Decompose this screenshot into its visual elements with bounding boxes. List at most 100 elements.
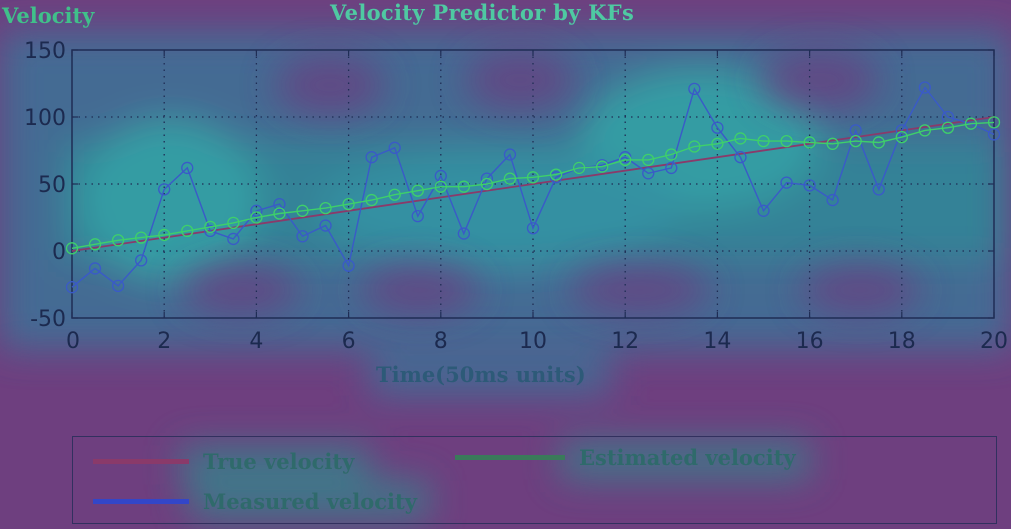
data-point-measured-velocity: [88, 262, 102, 275]
y-axis-label: Velocity: [2, 3, 95, 28]
series: [65, 81, 1001, 294]
data-point-estimated-velocity: [526, 171, 540, 184]
data-point-estimated-velocity: [964, 117, 978, 130]
data-point-estimated-velocity: [803, 136, 816, 149]
data-point-estimated-velocity: [780, 134, 793, 148]
data-point-measured-velocity: [319, 219, 332, 232]
data-point-measured-velocity: [688, 82, 701, 96]
series-line-true-velocity: [71, 116, 995, 252]
data-point-estimated-velocity: [111, 234, 125, 247]
data-point-estimated-velocity: [849, 134, 862, 148]
x-tick-label: 6: [342, 329, 356, 354]
data-point-estimated-velocity: [619, 153, 632, 167]
legend-swatch-measured: [93, 499, 189, 504]
legend: True velocity Estimated velocity Measure…: [72, 436, 997, 524]
x-tick-label: 4: [249, 329, 263, 354]
data-point-estimated-velocity: [457, 180, 471, 193]
x-tick-label: 8: [434, 329, 448, 354]
data-point-estimated-velocity: [365, 193, 378, 207]
x-tick-label: 0: [66, 329, 80, 354]
data-point-estimated-velocity: [549, 168, 563, 181]
legend-item-estimated: Estimated velocity: [455, 445, 796, 470]
data-point-estimated-velocity: [688, 140, 701, 153]
legend-label-estimated: Estimated velocity: [579, 445, 796, 470]
data-point-estimated-velocity: [158, 228, 171, 242]
data-point-estimated-velocity: [88, 238, 102, 251]
y-tick-label: -50: [30, 307, 66, 332]
series-line-estimated-velocity: [71, 121, 995, 249]
data-point-estimated-velocity: [65, 242, 79, 255]
data-point-measured-velocity: [227, 232, 240, 246]
data-point-estimated-velocity: [273, 207, 286, 220]
data-point-estimated-velocity: [734, 132, 747, 145]
data-point-estimated-velocity: [134, 231, 148, 244]
data-point-estimated-velocity: [872, 136, 885, 149]
y-tick-label: 0: [52, 240, 66, 265]
data-point-estimated-velocity: [572, 161, 586, 175]
x-tick-label: 10: [519, 329, 547, 354]
data-point-measured-velocity: [734, 151, 747, 164]
data-point-estimated-velocity: [250, 211, 263, 224]
legend-label-true: True velocity: [203, 449, 355, 474]
x-tick-label: 16: [796, 329, 824, 354]
grid: [72, 50, 994, 318]
data-point-estimated-velocity: [665, 148, 678, 161]
data-point-estimated-velocity: [319, 201, 332, 215]
data-point-measured-velocity: [803, 179, 816, 192]
legend-item-measured: Measured velocity: [93, 489, 417, 514]
x-tick-label: 14: [703, 329, 731, 354]
data-point-measured-velocity: [365, 151, 378, 164]
data-point-estimated-velocity: [227, 216, 240, 230]
data-point-measured-velocity: [342, 259, 355, 272]
legend-item-true: True velocity: [93, 449, 354, 474]
legend-swatch-true: [93, 459, 189, 464]
data-point-measured-velocity: [987, 128, 1001, 141]
data-point-measured-velocity: [642, 167, 655, 180]
data-point-estimated-velocity: [388, 188, 401, 201]
data-point-measured-velocity: [181, 161, 194, 175]
data-point-measured-velocity: [111, 279, 125, 292]
y-tick-label: 150: [24, 39, 66, 64]
data-point-estimated-velocity: [204, 220, 217, 234]
data-point-measured-velocity: [388, 141, 401, 154]
data-point-measured-velocity: [158, 183, 171, 196]
data-point-estimated-velocity: [711, 137, 724, 150]
data-point-measured-velocity: [250, 204, 263, 217]
data-point-measured-velocity: [296, 230, 309, 243]
data-point-measured-velocity: [872, 183, 885, 196]
legend-swatch-estimated: [455, 455, 565, 460]
data-point-estimated-velocity: [411, 184, 424, 197]
legend-label-measured: Measured velocity: [203, 489, 417, 514]
data-point-measured-velocity: [273, 197, 286, 211]
data-point-measured-velocity: [780, 176, 793, 189]
data-point-measured-velocity: [826, 193, 839, 207]
data-point-estimated-velocity: [826, 137, 839, 150]
x-axis-label: Time(50ms units): [376, 362, 586, 387]
x-tick-label: 2: [157, 329, 171, 354]
y-tick-label: 50: [38, 173, 66, 198]
data-point-estimated-velocity: [181, 224, 194, 238]
data-point-measured-velocity: [665, 161, 678, 175]
data-point-measured-velocity: [711, 121, 724, 134]
series-line-measured-velocity: [71, 86, 995, 288]
data-point-measured-velocity: [503, 148, 517, 161]
data-point-estimated-velocity: [480, 177, 494, 191]
data-point-estimated-velocity: [987, 116, 1001, 129]
data-point-measured-velocity: [134, 254, 148, 267]
data-point-measured-velocity: [757, 204, 770, 217]
data-point-estimated-velocity: [757, 134, 770, 148]
data-point-estimated-velocity: [918, 124, 931, 137]
data-point-measured-velocity: [895, 124, 908, 137]
chart-title: Velocity Predictor by KFs: [330, 0, 635, 25]
data-point-measured-velocity: [204, 224, 217, 238]
data-point-measured-velocity: [411, 210, 424, 223]
data-point-estimated-velocity: [434, 180, 447, 193]
data-point-measured-velocity: [918, 81, 931, 94]
y-tick-label: 100: [24, 106, 66, 131]
x-tick-label: 12: [611, 329, 639, 354]
data-point-estimated-velocity: [642, 153, 655, 167]
data-point-estimated-velocity: [342, 197, 355, 211]
